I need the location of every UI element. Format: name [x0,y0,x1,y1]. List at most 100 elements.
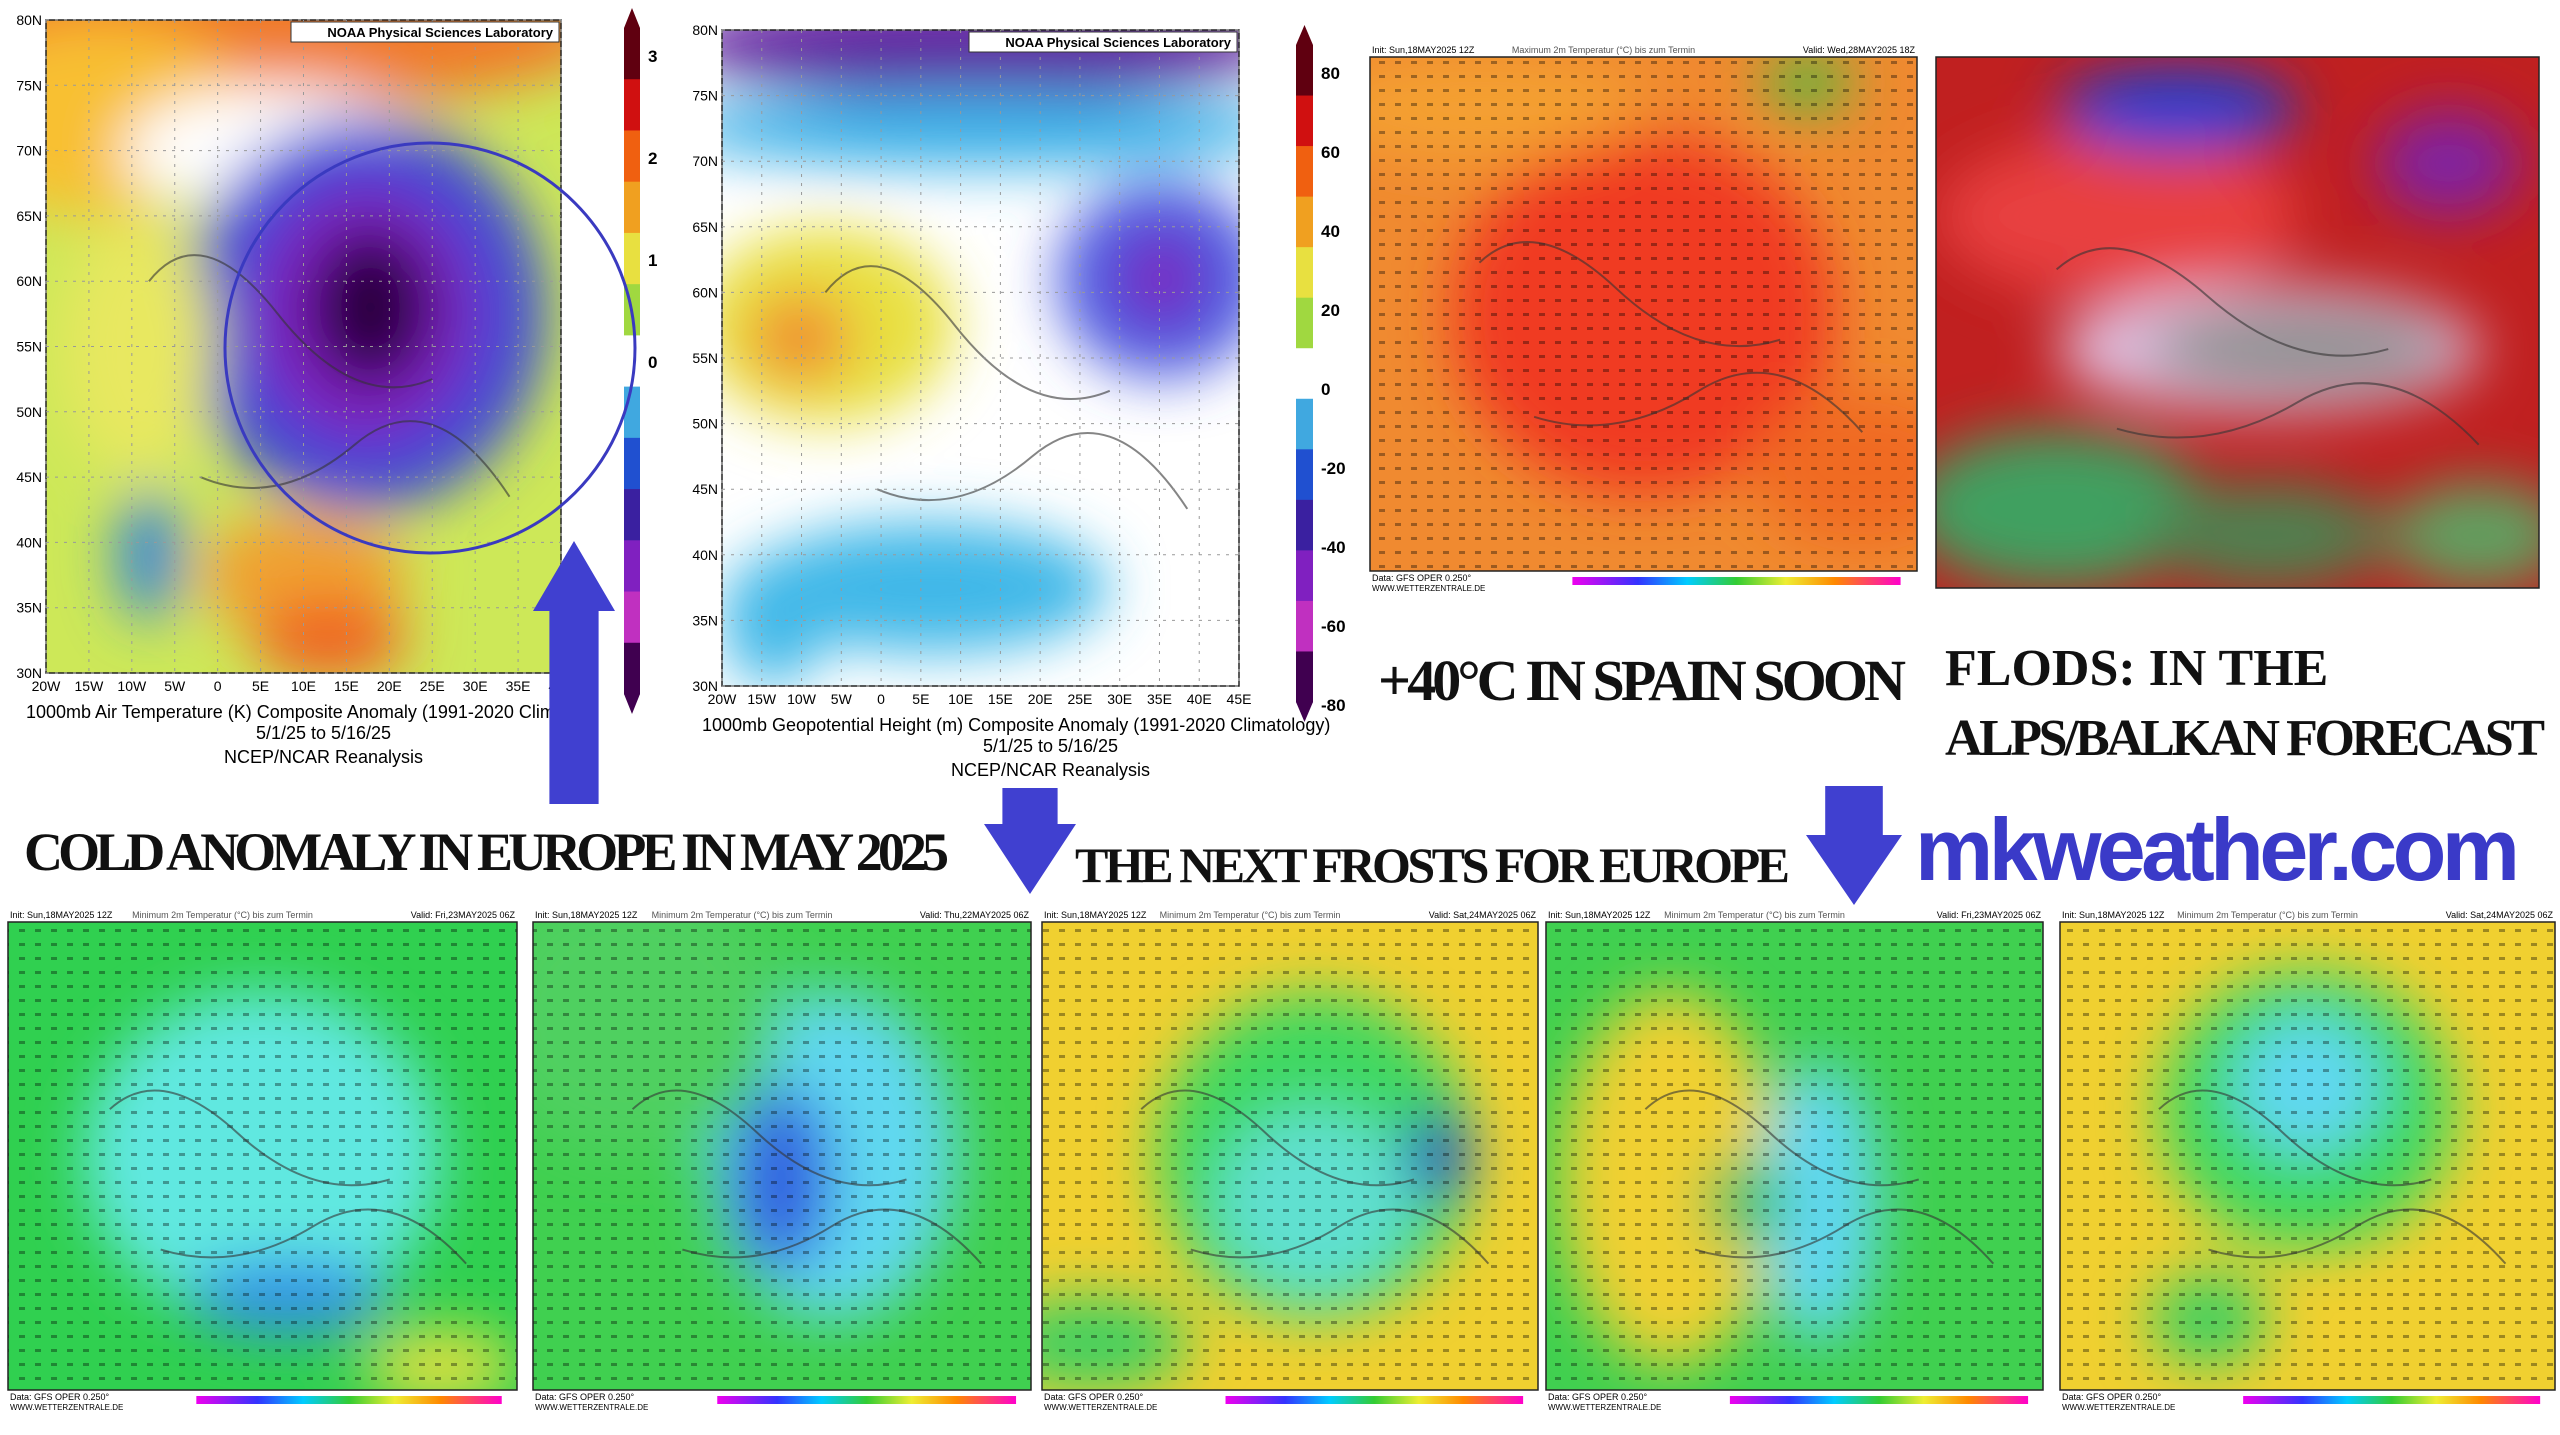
colorbar-label: 80 [1321,64,1340,83]
map-dates: 5/1/25 to 5/16/25 [983,736,1118,756]
borders [631,1089,982,1265]
reanalysis-map [722,30,1239,686]
borders [148,254,511,498]
source: NOAA Physical Sciences Laboratory [1005,35,1231,50]
map-site: WWW.WETTERZENTRALE.DE [10,1403,123,1412]
lon-label: 20E [1028,691,1053,707]
lon-label: 10E [291,678,316,694]
colorbar-segment [1296,398,1313,450]
lon-label: 20W [708,691,738,707]
blobs [1936,67,2539,588]
lat-label: 55N [692,350,718,366]
map-init: Init: Sun,18MAY2025 12Z [1044,910,1147,920]
map-data: Data: GFS OPER 0.250° [1548,1392,1648,1402]
colorbar-segment [624,540,640,593]
map-init: Init: Sun,18MAY2025 12Z [535,910,638,920]
colorbar-segment [1296,297,1313,349]
colorbar-label: -20 [1321,459,1346,478]
map-data: Data: GFS OPER 0.250° [2062,1392,2162,1402]
site-name: mkweather.com [1915,800,2520,899]
headline: COLD ANOMALY IN EUROPE IN MAY 2025 [24,822,949,882]
lon-label: 15W [75,678,105,694]
lat-label: 65N [16,208,42,224]
colorbar-segment [624,232,640,285]
colorbar-segment [624,386,640,439]
lat-label: 60N [16,273,42,289]
map-title: Minimum 2m Temperatur (°C) bis zum Termi… [1160,910,1341,920]
lat-label: 75N [16,77,42,93]
reanalysis-map [46,20,561,673]
lon-label: 30E [1107,691,1132,707]
lat-label: 80N [692,22,718,38]
map-site: WWW.WETTERZENTRALE.DE [535,1403,648,1412]
color-field [252,601,407,673]
lat-label: 60N [692,284,718,300]
lon-label: 15E [988,691,1013,707]
colorbar-segment [1296,449,1313,501]
map-site: WWW.WETTERZENTRALE.DE [1548,1403,1661,1412]
color-field [118,490,180,621]
borders [1478,241,1864,433]
map-data: Data: GFS OPER 0.250° [1372,573,1472,583]
borders [824,265,1189,510]
headline: FLODS: IN THE [1945,640,2328,697]
map-data: Data: GFS OPER 0.250° [535,1392,635,1402]
colorbar-label: 1 [648,251,657,270]
lat-label: 70N [16,143,42,159]
source-box [290,21,560,43]
colorbar-label: 2 [648,149,657,168]
map-valid: Valid: Thu,22MAY2025 06Z [920,910,1030,920]
color-field [2388,481,2539,588]
colorbar-label: 0 [1321,380,1330,399]
forecast-map [1546,922,2043,1390]
map-reanalysis: NCEP/NCAR Reanalysis [224,747,423,767]
forecast-map [533,922,1031,1390]
map-colorbar [196,1396,502,1404]
map-valid: Valid: Fri,23MAY2025 06Z [411,910,516,920]
colorbar-segment [624,437,640,490]
lon-label: 15W [747,691,777,707]
map-title: Minimum 2m Temperatur (°C) bis zum Termi… [652,910,833,920]
lat-label: 55N [16,339,42,355]
colorbar-segment [1296,550,1313,602]
lat-label: 70N [692,153,718,169]
borders [1644,1089,1995,1265]
colorbar-segment [1296,499,1313,551]
map-init: Init: Sun,18MAY2025 12Z [1548,910,1651,920]
value-grid [8,922,517,1390]
color-field [2056,67,2298,153]
map-data: Data: GFS OPER 0.250° [10,1392,110,1402]
map-valid: Valid: Sat,24MAY2025 06Z [2446,910,2554,920]
map-frame [7,921,518,1391]
forecast-map [2060,922,2555,1390]
colorbar-label: -40 [1321,538,1346,557]
colorbar-tip [1296,702,1313,722]
borders [109,1089,467,1265]
map-title: Minimum 2m Temperatur (°C) bis zum Termi… [1664,910,1845,920]
map-colorbar [1225,1396,1524,1404]
colorbar-segment [1296,146,1313,198]
map-title: Minimum 2m Temperatur (°C) bis zum Termi… [2177,910,2358,920]
map-valid: Valid: Wed,28MAY2025 18Z [1803,45,1916,55]
lon-label: 0 [877,691,885,707]
borders [2055,247,2480,446]
map-init: Init: Sun,18MAY2025 12Z [2062,910,2165,920]
map-caption: 1000mb Geopotential Height (m) Composite… [702,715,1330,735]
value-grid [533,922,1031,1390]
colorbar-label: 40 [1321,222,1340,241]
colorbar-tip [1296,25,1313,45]
lat-label: 35N [16,600,42,616]
borders [2158,1089,2507,1265]
color-field [747,292,852,385]
lon-label: 25E [420,678,445,694]
value-grid [1042,922,1538,1390]
lat-label: 40N [16,534,42,550]
map-colorbar [717,1396,1017,1404]
colorbar-segment [624,642,640,695]
lon-label: 5W [831,691,853,707]
map-frame [1935,56,2540,589]
map-reanalysis: NCEP/NCAR Reanalysis [951,760,1150,780]
lat-label: 35N [692,612,718,628]
lon-label: 5W [164,678,186,694]
map-colorbar [2243,1396,2541,1404]
